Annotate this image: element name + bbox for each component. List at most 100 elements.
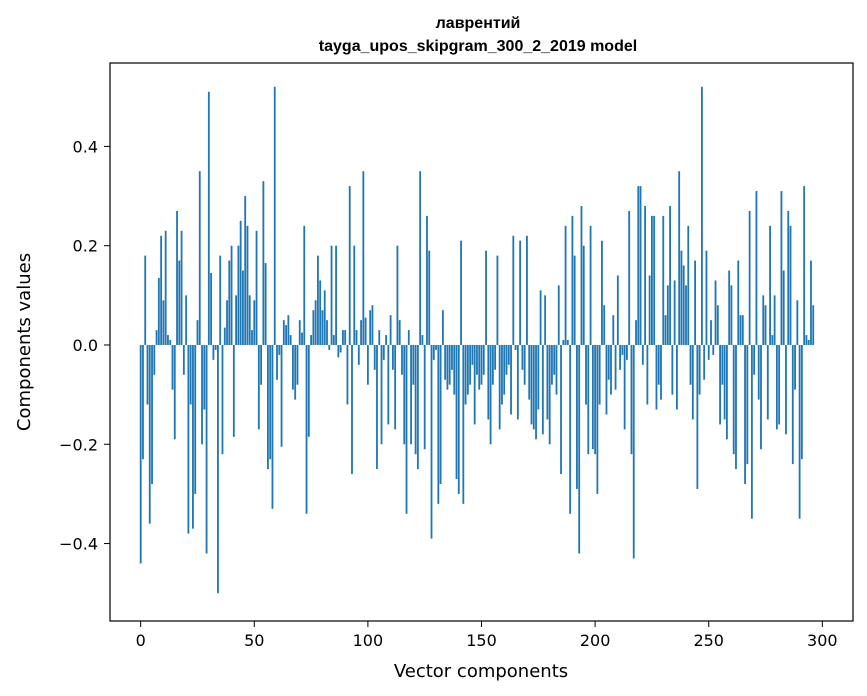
bar xyxy=(601,240,603,345)
bar xyxy=(262,181,265,345)
y-tick-label: 0.2 xyxy=(73,237,98,256)
bar xyxy=(171,344,174,390)
bar xyxy=(562,340,565,345)
bar xyxy=(167,335,169,345)
bar xyxy=(271,344,274,509)
bar xyxy=(353,245,356,345)
bar xyxy=(782,270,785,345)
bar xyxy=(732,344,735,455)
bar xyxy=(696,344,699,489)
bar xyxy=(205,344,208,554)
bar xyxy=(712,344,715,355)
bar xyxy=(769,225,771,345)
bar xyxy=(242,270,244,345)
bar xyxy=(364,317,367,345)
bar xyxy=(487,344,490,420)
bar xyxy=(407,330,410,345)
bar xyxy=(362,171,365,345)
bar xyxy=(453,344,456,395)
bar xyxy=(285,325,287,345)
bar xyxy=(155,330,158,345)
bar xyxy=(569,344,572,514)
bar xyxy=(719,344,721,425)
bar xyxy=(469,344,472,385)
bar xyxy=(351,344,353,475)
bar xyxy=(305,344,308,514)
bar xyxy=(700,86,703,345)
bar xyxy=(589,225,592,345)
bar xyxy=(226,300,228,345)
bar xyxy=(787,210,790,345)
bar xyxy=(173,344,176,440)
bar xyxy=(714,280,717,345)
bar xyxy=(387,344,390,425)
bar xyxy=(635,320,637,345)
bar xyxy=(446,344,449,390)
bar xyxy=(591,344,594,450)
bar xyxy=(630,344,633,455)
bar xyxy=(651,215,653,345)
bar xyxy=(619,344,622,370)
bar xyxy=(278,344,281,355)
bar xyxy=(471,344,474,365)
bar xyxy=(528,344,531,400)
bar xyxy=(312,310,315,345)
bar xyxy=(355,330,358,345)
bar xyxy=(219,255,222,345)
bar xyxy=(260,344,263,385)
bar xyxy=(460,240,462,345)
bar xyxy=(307,344,310,437)
x-axis-ticks: 0 50 100 150 200 250 300 xyxy=(136,621,838,650)
plot-frame xyxy=(109,62,854,622)
bar xyxy=(596,344,599,494)
bar xyxy=(582,245,585,345)
bar xyxy=(489,344,492,445)
bar xyxy=(346,344,349,405)
bar xyxy=(789,225,792,345)
bar xyxy=(237,245,240,345)
bar xyxy=(557,285,560,345)
bar xyxy=(212,344,215,360)
bar xyxy=(614,344,617,390)
bar xyxy=(198,171,201,345)
bar-series xyxy=(139,86,815,594)
bar xyxy=(796,300,799,345)
bar xyxy=(348,186,351,345)
bar xyxy=(744,344,746,484)
bar xyxy=(703,344,706,380)
y-axis-ticks: −0.4 −0.2 0.0 0.2 0.4 xyxy=(59,137,110,554)
bar xyxy=(187,344,190,534)
x-tick-label: 50 xyxy=(244,631,264,650)
bar xyxy=(221,344,224,455)
bar xyxy=(373,344,376,370)
bar xyxy=(444,344,447,380)
bar xyxy=(646,344,649,405)
bar xyxy=(235,295,238,345)
bar xyxy=(576,344,578,489)
bar xyxy=(394,344,397,430)
bar xyxy=(310,335,312,345)
y-tick-label: −0.2 xyxy=(59,435,98,454)
bar xyxy=(610,344,612,395)
bar xyxy=(532,344,535,430)
bar xyxy=(248,295,251,345)
bar xyxy=(603,305,606,345)
bar xyxy=(182,344,185,375)
bar xyxy=(451,344,453,370)
bar xyxy=(660,344,662,400)
bar xyxy=(146,344,149,405)
bar xyxy=(341,330,344,345)
bar xyxy=(616,275,619,345)
bar xyxy=(573,255,576,345)
bar xyxy=(378,330,381,345)
x-tick-label: 150 xyxy=(466,631,497,650)
bar xyxy=(555,344,558,395)
bar xyxy=(376,344,378,470)
bar xyxy=(626,344,628,360)
bar xyxy=(516,344,519,420)
bar xyxy=(280,344,283,447)
bar xyxy=(403,344,406,445)
bar xyxy=(514,344,517,350)
bar xyxy=(678,171,681,345)
